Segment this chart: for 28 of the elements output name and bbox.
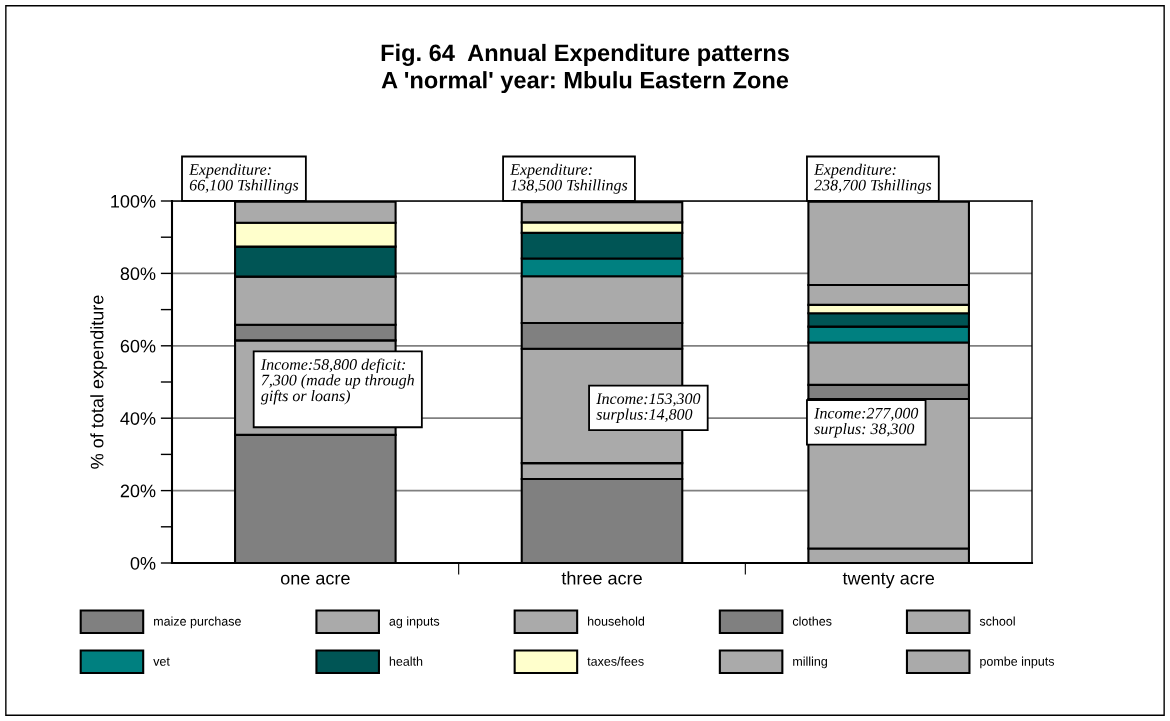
annotation: Income:153,300 surplus:14,800: [596, 393, 701, 423]
text: Expenditure: 238,700 Tshillings: [813, 163, 932, 194]
legend-label: ag inputs: [389, 616, 440, 629]
legend-label: pombe inputs: [980, 656, 1055, 669]
legend-label: school: [979, 616, 1015, 626]
y-axis-title: % of total expenditure: [90, 295, 108, 469]
annotation: Income:58,800 deficit: 7,300 (made up through gifts or loans): [260, 358, 414, 405]
legend-label: household: [588, 616, 645, 626]
legend-label: taxes/fees: [587, 656, 644, 666]
x-tick-label: twenty acre: [842, 572, 935, 589]
chart-title: Fig. 64 Annual Expenditure patterns: [381, 43, 789, 66]
y-tick-label: 80%: [120, 267, 156, 281]
y-tick-label: 100%: [111, 194, 156, 208]
text: Expenditure: 66,100 Tshillings: [189, 163, 299, 194]
legend-label: maize purchase: [154, 616, 241, 629]
legend-label: vet: [153, 657, 170, 666]
y-tick-label: 0%: [130, 556, 156, 570]
legend-label: health: [389, 656, 423, 666]
x-tick-label: one acre: [280, 574, 350, 585]
y-tick-label: 40%: [120, 412, 156, 425]
legend-label: milling: [793, 656, 827, 669]
y-tick-label: 60%: [120, 339, 156, 353]
x-tick-label: three acre: [561, 571, 642, 585]
y-tick-label: 20%: [120, 484, 156, 498]
annotation: Income:277,000 surplus: 38,300: [814, 407, 919, 438]
legend-label: clothes: [792, 616, 832, 626]
chart-subtitle: A 'normal' year: Mbulu Eastern Zone: [381, 71, 789, 94]
text: Expenditure: 138,500 Tshillings: [510, 163, 628, 194]
